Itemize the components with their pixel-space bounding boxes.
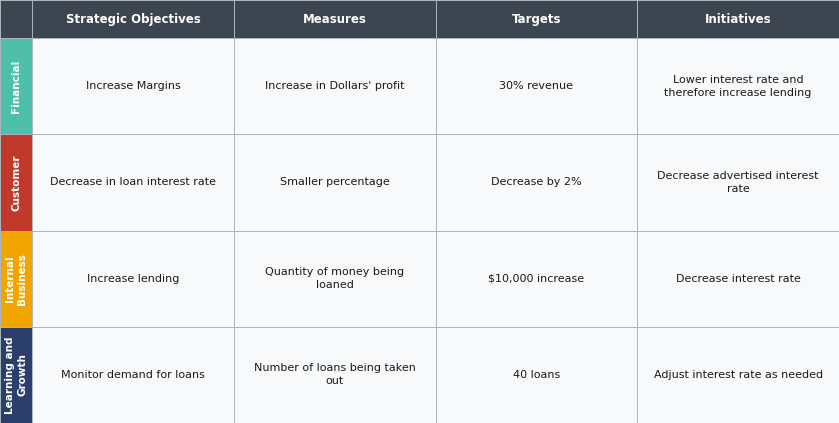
Text: Increase lending: Increase lending <box>86 274 179 284</box>
Text: Internal
Business: Internal Business <box>5 253 27 305</box>
Bar <box>435 38 638 134</box>
Bar <box>234 38 435 134</box>
Bar <box>638 327 839 423</box>
Text: Increase Margins: Increase Margins <box>86 81 180 91</box>
Text: Strategic Objectives: Strategic Objectives <box>65 13 201 25</box>
Bar <box>32 134 234 231</box>
Bar <box>638 38 839 134</box>
Bar <box>435 134 638 231</box>
Bar <box>0 231 32 327</box>
Bar <box>638 134 839 231</box>
Bar <box>435 231 638 327</box>
Text: Decrease by 2%: Decrease by 2% <box>491 177 581 187</box>
Bar <box>234 231 435 327</box>
Text: Decrease advertised interest
rate: Decrease advertised interest rate <box>658 171 819 194</box>
Bar <box>234 327 435 423</box>
Text: Targets: Targets <box>512 13 561 25</box>
Text: Initiatives: Initiatives <box>705 13 771 25</box>
Text: Financial: Financial <box>11 60 21 113</box>
Text: 40 loans: 40 loans <box>513 370 560 380</box>
Bar <box>234 134 435 231</box>
Bar <box>234 0 435 38</box>
Text: Adjust interest rate as needed: Adjust interest rate as needed <box>654 370 823 380</box>
Bar <box>0 134 32 231</box>
Text: Quantity of money being
loaned: Quantity of money being loaned <box>265 267 404 290</box>
Bar <box>0 38 32 134</box>
Bar <box>32 231 234 327</box>
Bar <box>638 0 839 38</box>
Text: Smaller percentage: Smaller percentage <box>279 177 389 187</box>
Text: Customer: Customer <box>11 154 21 211</box>
Bar <box>32 0 234 38</box>
Bar <box>0 327 32 423</box>
Bar <box>32 327 234 423</box>
Bar <box>638 231 839 327</box>
Text: Monitor demand for loans: Monitor demand for loans <box>61 370 205 380</box>
Bar <box>435 0 638 38</box>
Text: Decrease in loan interest rate: Decrease in loan interest rate <box>50 177 216 187</box>
Text: $10,000 increase: $10,000 increase <box>488 274 585 284</box>
Bar <box>32 38 234 134</box>
Text: Increase in Dollars' profit: Increase in Dollars' profit <box>265 81 404 91</box>
Text: Number of loans being taken
out: Number of loans being taken out <box>253 363 415 387</box>
Bar <box>435 327 638 423</box>
Text: Learning and
Growth: Learning and Growth <box>5 336 27 414</box>
Text: Decrease interest rate: Decrease interest rate <box>675 274 800 284</box>
Text: Lower interest rate and
therefore increase lending: Lower interest rate and therefore increa… <box>664 74 812 98</box>
Text: 30% revenue: 30% revenue <box>499 81 573 91</box>
Text: Measures: Measures <box>303 13 367 25</box>
Bar <box>0 0 32 38</box>
